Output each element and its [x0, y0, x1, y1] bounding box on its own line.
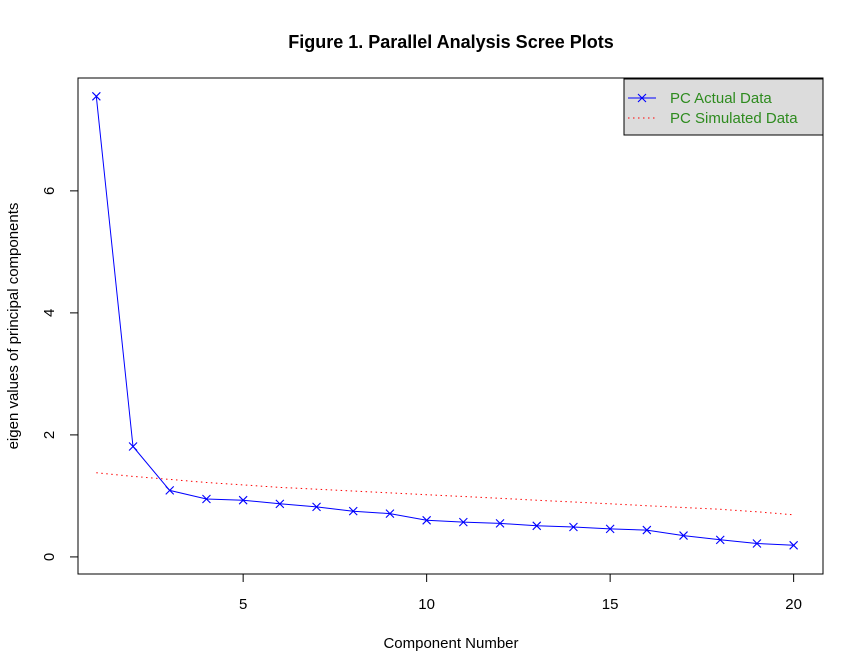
data-point-marker: [458, 517, 468, 527]
actual-data-line: [95, 96, 794, 546]
data-point-marker: [569, 522, 578, 532]
chart-title: Figure 1. Parallel Analysis Scree Plots: [288, 32, 614, 52]
data-point-marker: [422, 515, 432, 525]
data-point-marker: [238, 495, 248, 505]
data-point-marker: [495, 518, 505, 528]
legend-marker: [637, 93, 647, 103]
data-point-marker: [348, 506, 358, 516]
legend-label: PC Simulated Data: [670, 110, 798, 127]
data-point-marker: [202, 494, 211, 504]
simulated-data-line: [96, 472, 794, 516]
y-tick-label: 6: [41, 187, 58, 195]
x-axis: 5 10 15 20: [239, 573, 802, 613]
y-axis: 0 2 4 6: [41, 187, 79, 561]
data-point-marker: [605, 524, 615, 534]
data-point-marker: [789, 540, 799, 550]
legend-box: [623, 78, 824, 136]
data-point-marker: [752, 539, 762, 548]
x-tick-label: 10: [418, 596, 435, 613]
series-layer: [91, 91, 799, 550]
y-tick-label: 0: [41, 553, 58, 561]
data-point-marker: [715, 535, 725, 545]
x-tick-label: 20: [785, 596, 802, 613]
legend: PC Actual Data PC Simulated Data: [623, 78, 824, 136]
y-axis-label: eigen values of principal components: [5, 203, 22, 450]
x-axis-label: Component Number: [383, 635, 518, 652]
data-point-marker: [312, 502, 321, 512]
data-point-marker: [91, 91, 101, 101]
data-point-marker: [165, 486, 175, 495]
data-point-marker: [128, 442, 138, 451]
plot-frame: [77, 77, 824, 575]
data-point-marker: [679, 531, 688, 540]
y-tick-label: 2: [41, 431, 58, 439]
data-point-marker: [642, 525, 652, 535]
data-point-marker: [275, 499, 285, 509]
data-point-marker: [532, 521, 542, 531]
legend-label: PC Actual Data: [670, 90, 772, 107]
x-tick-label: 15: [602, 596, 619, 613]
y-tick-label: 4: [41, 309, 58, 317]
x-tick-label: 5: [239, 596, 247, 613]
data-point-marker: [385, 509, 395, 518]
